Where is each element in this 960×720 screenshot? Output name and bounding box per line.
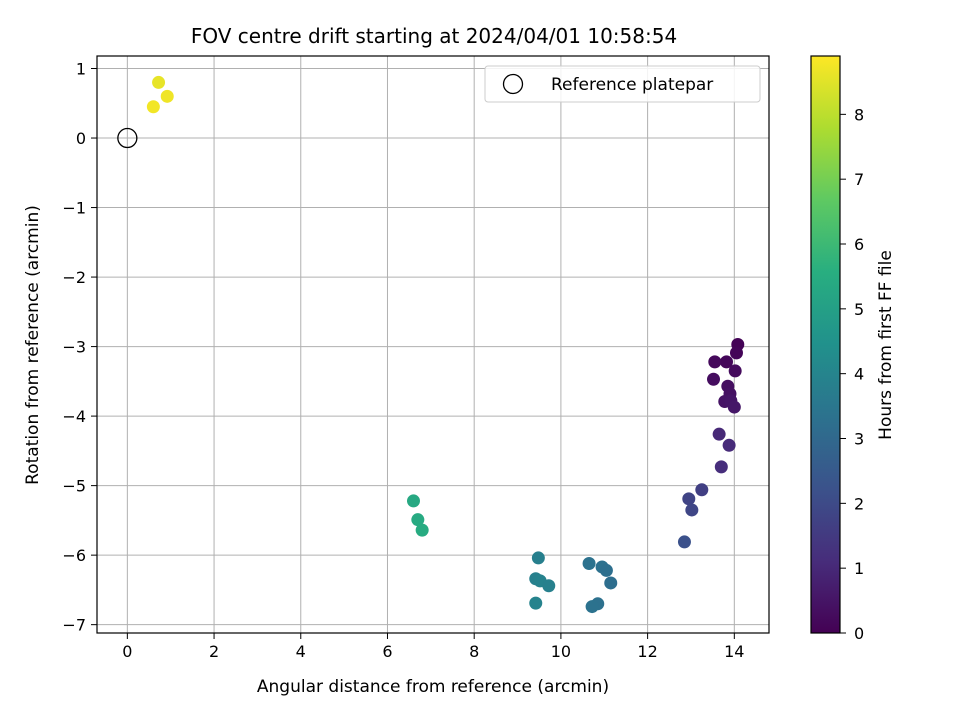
colorbar-tick-label: 7 [854, 170, 864, 189]
x-tick-label: 2 [209, 642, 219, 661]
x-tick-label: 14 [724, 642, 744, 661]
legend-box [484, 65, 761, 103]
data-point [685, 503, 699, 517]
colorbar-label: Hours from first FF file [876, 250, 896, 440]
legend: Reference platepar [484, 65, 761, 103]
y-tick-label: −7 [62, 616, 86, 635]
legend-label-reference: Reference platepar [551, 75, 713, 95]
data-point [160, 89, 174, 103]
colorbar-tick-label: 4 [854, 365, 864, 384]
colorbar-tick-label: 8 [854, 105, 864, 124]
plot-frame [96, 55, 770, 634]
reference-platepar-marker [117, 127, 138, 149]
y-tick-label: −4 [62, 407, 86, 426]
y-axis-label: Rotation from reference (arcmin) [23, 205, 43, 485]
colorbar-tick-label: 0 [854, 624, 864, 643]
x-tick-label: 0 [122, 642, 132, 661]
y-axis-ticks: 1 0 −1 −2 −3 −4 −5 −6 −7 [62, 60, 97, 635]
data-point [695, 483, 709, 497]
data-point [707, 372, 721, 386]
x-tick-label: 4 [296, 642, 306, 661]
data-point [146, 100, 160, 114]
y-tick-label: −1 [62, 199, 86, 218]
reference-layer [117, 127, 138, 149]
data-point [542, 579, 556, 593]
data-point [682, 492, 696, 506]
y-tick-label: −5 [62, 477, 86, 496]
data-point [712, 427, 726, 441]
colorbar-frame [810, 55, 841, 634]
x-tick-label: 12 [637, 642, 657, 661]
x-axis-ticks: 0 2 4 6 8 10 12 14 [122, 633, 744, 661]
data-point [708, 355, 722, 369]
x-tick-label: 8 [469, 642, 479, 661]
data-point [531, 551, 545, 565]
data-point [406, 494, 420, 508]
data-point [722, 438, 736, 452]
y-tick-label: −3 [62, 338, 86, 357]
data-point [599, 563, 613, 577]
data-point [727, 400, 741, 414]
data-point [714, 460, 728, 474]
data-point [415, 523, 429, 537]
x-tick-label: 6 [382, 642, 392, 661]
data-point [529, 596, 543, 610]
grid-lines [97, 56, 769, 633]
data-point [677, 535, 691, 549]
data-point [585, 600, 599, 614]
y-tick-label: −6 [62, 546, 86, 565]
colorbar-gradient [811, 56, 840, 633]
y-tick-label: 0 [76, 129, 86, 148]
colorbar-tick-label: 5 [854, 300, 864, 319]
data-point [728, 364, 742, 378]
colorbar-tick-label: 3 [854, 430, 864, 449]
data-point [729, 346, 743, 360]
data-point [720, 355, 734, 369]
legend-marker-reference [502, 73, 524, 95]
colorbar: 0 1 2 3 4 5 6 7 8 Hours from first FF file [810, 55, 896, 643]
data-point [152, 75, 166, 89]
data-point [411, 513, 425, 527]
x-axis-label: Angular distance from reference (arcmin) [257, 677, 609, 697]
data-points [146, 75, 745, 614]
y-tick-label: −2 [62, 268, 86, 287]
y-tick-label: 1 [76, 60, 86, 79]
data-point [604, 576, 618, 590]
colorbar-tick-label: 6 [854, 235, 864, 254]
chart-title: FOV centre drift starting at 2024/04/01 … [191, 24, 677, 48]
colorbar-tick-label: 1 [854, 559, 864, 578]
colorbar-tick-label: 2 [854, 494, 864, 513]
colorbar-ticks: 0 1 2 3 4 5 6 7 8 [840, 105, 864, 643]
x-tick-label: 10 [551, 642, 571, 661]
data-point [582, 556, 596, 570]
